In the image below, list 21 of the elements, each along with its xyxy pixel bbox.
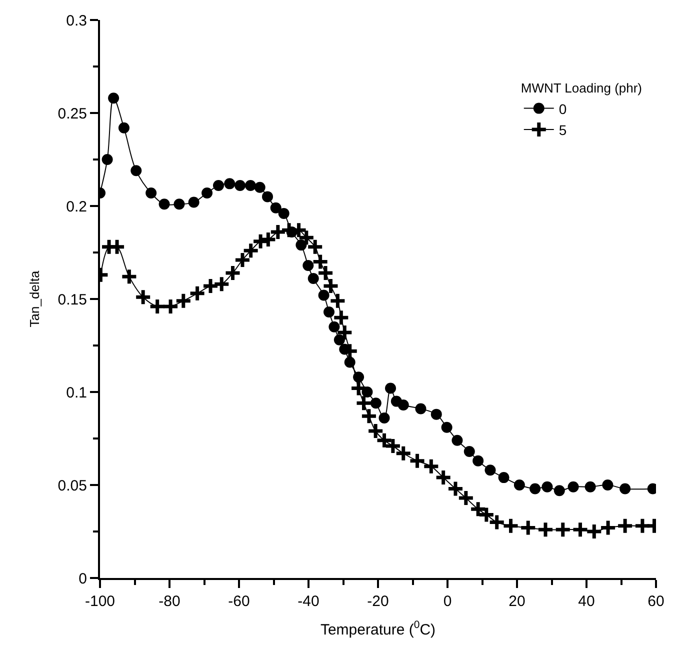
- x-tick-label: -100: [84, 593, 116, 610]
- legend-label: 5: [558, 122, 567, 138]
- legend-label: 0: [558, 100, 567, 117]
- y-tick-label: 0.05: [58, 477, 87, 494]
- x-tick-label: 0: [443, 593, 452, 610]
- x-tick-label: -60: [228, 593, 250, 610]
- y-tick-label: 0: [78, 570, 87, 588]
- y-tick-label: 0.25: [58, 105, 87, 122]
- y-tick-label: 0.2: [66, 198, 87, 216]
- x-tick-label: -80: [158, 593, 180, 610]
- y-axis-title: Tan_delta: [27, 270, 42, 328]
- x-tick-label: 20: [508, 593, 526, 610]
- legend-title: MWNT Loading (phr): [520, 80, 642, 96]
- x-axis-title: Temperature ($^{0}$C): [320, 619, 436, 638]
- x-tick-label: 40: [578, 593, 595, 610]
- y-tick-label: 0.1: [66, 384, 87, 402]
- y-tick-label: 0.3: [66, 12, 87, 30]
- x-tick-label: -20: [367, 593, 389, 610]
- x-tick-label: -40: [298, 593, 320, 610]
- x-tick-label: 60: [648, 593, 664, 610]
- y-tick-label: 0.15: [58, 291, 87, 308]
